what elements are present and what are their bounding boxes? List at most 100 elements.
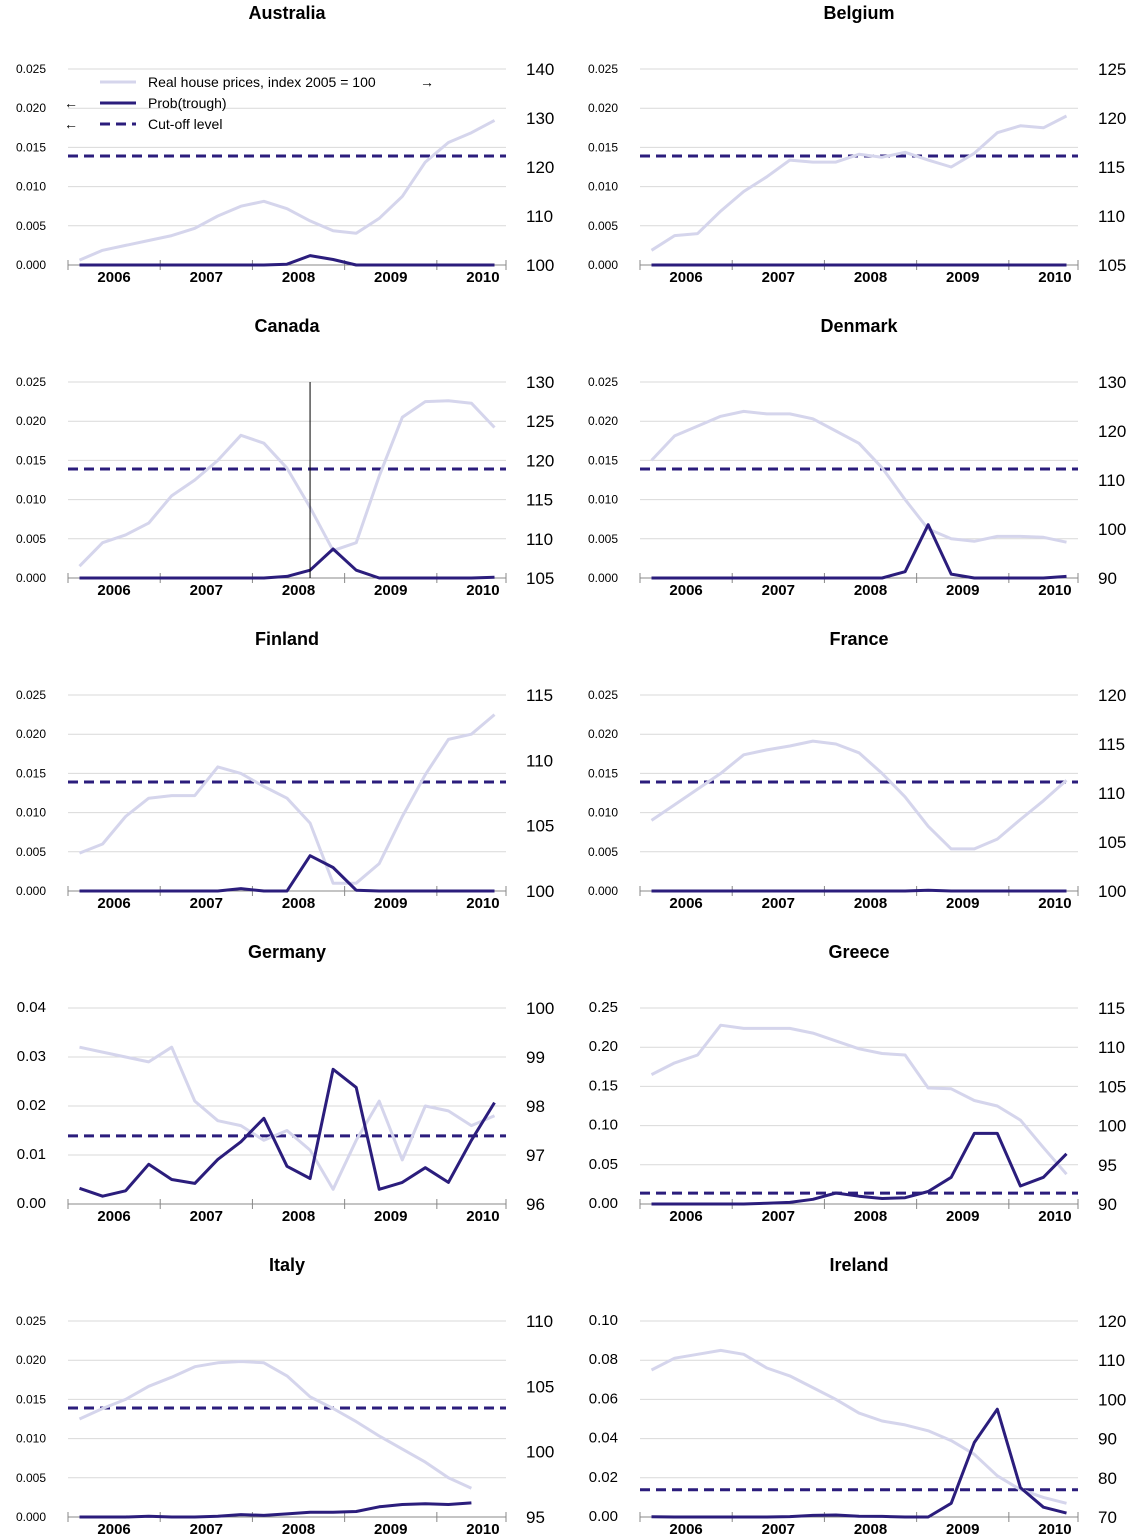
x-tick-label: 2010 [466, 895, 499, 912]
right-tick-label: 110 [1098, 1038, 1125, 1057]
x-tick-label: 2009 [374, 895, 407, 912]
right-tick-label: 115 [526, 686, 553, 705]
panel-ireland: Ireland 0.00 0.02 0.04 0.06 0.08 0.10 70 80 90 100… [589, 1255, 1127, 1535]
series-price-line [78, 713, 496, 885]
legend-arrow-prob: ← [64, 95, 78, 111]
series-price-line [650, 114, 1068, 252]
left-tick-label: 0.010 [588, 806, 618, 820]
left-tick-label: 0.10 [589, 1117, 618, 1134]
x-tick-label: 2007 [190, 582, 223, 599]
legend: Real house prices, index 2005 = 100 → ← … [64, 74, 434, 132]
right-tick-label: 105 [526, 569, 554, 588]
left-tick-label: 0.08 [589, 1351, 618, 1368]
legend-label-prob: Prob(trough) [148, 95, 227, 111]
x-tick-label: 2008 [282, 269, 315, 286]
left-tick-label: 0.005 [16, 219, 46, 233]
series-price-line [650, 739, 1068, 851]
right-tick-label: 100 [1098, 520, 1126, 539]
panel-title: Denmark [820, 316, 898, 336]
x-tick-label: 2007 [190, 1208, 223, 1225]
right-tick-label: 97 [526, 1146, 545, 1165]
x-tick-label: 2009 [946, 1521, 979, 1535]
right-tick-label: 105 [526, 817, 554, 836]
left-tick-label: 0.025 [588, 375, 618, 389]
right-tick-label: 120 [1098, 1312, 1126, 1331]
series-prob-line [79, 1067, 496, 1198]
x-tick-label: 2006 [669, 1521, 702, 1535]
left-tick-label: 0.02 [589, 1469, 618, 1486]
left-tick-label: 0.000 [588, 884, 618, 898]
right-tick-label: 115 [1098, 158, 1125, 177]
x-tick-label: 2009 [374, 582, 407, 599]
right-tick-label: 95 [526, 1508, 545, 1527]
right-tick-label: 120 [526, 451, 554, 470]
left-tick-label: 0.25 [589, 999, 618, 1016]
right-tick-label: 105 [1098, 256, 1126, 275]
right-tick-label: 110 [1098, 207, 1125, 226]
legend-label-price: Real house prices, index 2005 = 100 [148, 74, 376, 90]
x-tick-label: 2010 [1038, 582, 1071, 599]
x-tick-label: 2008 [282, 1208, 315, 1225]
series-prob-line [651, 1131, 1068, 1206]
left-tick-label: 0.005 [16, 1471, 46, 1485]
right-tick-label: 115 [1098, 735, 1125, 754]
x-tick-label: 2006 [97, 895, 130, 912]
series-price-line [650, 1023, 1068, 1176]
series-price-line [78, 119, 496, 262]
right-tick-label: 100 [526, 1443, 554, 1462]
right-tick-label: 100 [1098, 882, 1126, 901]
left-tick-label: 0.005 [588, 532, 618, 546]
legend-arrow-cutoff: ← [64, 116, 78, 132]
panel-title: Greece [828, 942, 889, 962]
left-tick-label: 0.20 [589, 1038, 618, 1055]
left-tick-label: 0.005 [588, 219, 618, 233]
left-tick-label: 0.015 [16, 140, 46, 154]
left-tick-label: 0.000 [588, 258, 618, 272]
left-tick-label: 0.000 [16, 571, 46, 585]
left-tick-label: 0.025 [16, 375, 46, 389]
right-tick-label: 100 [526, 999, 554, 1018]
series-prob-line [79, 547, 495, 580]
left-tick-label: 0.06 [589, 1390, 618, 1407]
right-tick-label: 105 [1098, 833, 1126, 852]
right-tick-label: 80 [1098, 1469, 1117, 1488]
right-tick-label: 110 [1098, 784, 1125, 803]
panel-finland: Finland 0.000 0.005 0.010 0.015 0.020 0.025 100… [16, 629, 554, 912]
panel-title: Italy [269, 1255, 305, 1275]
right-tick-label: 99 [526, 1048, 545, 1067]
left-tick-label: 0.000 [16, 1510, 46, 1524]
x-tick-label: 2008 [854, 269, 887, 286]
left-tick-label: 0.025 [16, 688, 46, 702]
series-prob-line [79, 254, 495, 267]
left-tick-label: 0.000 [16, 258, 46, 272]
panel-title: Ireland [829, 1255, 888, 1275]
panel-belgium: Belgium 0.000 0.005 0.010 0.015 0.020 0.025 105… [588, 3, 1126, 286]
x-tick-label: 2009 [946, 582, 979, 599]
left-tick-label: 0.025 [16, 62, 46, 76]
panel-canada: Canada 0.000 0.005 0.010 0.015 0.020 0.025 105 1… [16, 316, 554, 599]
right-tick-label: 105 [526, 1377, 554, 1396]
right-tick-label: 120 [526, 158, 554, 177]
x-tick-label: 2010 [466, 1521, 499, 1535]
right-tick-label: 110 [526, 530, 553, 549]
x-tick-label: 2009 [374, 1521, 407, 1535]
series-price-line [78, 1360, 473, 1490]
left-tick-label: 0.005 [588, 845, 618, 859]
panel-germany: Germany 0.00 0.01 0.02 0.03 0.04 96 97 98 99 100 20… [17, 942, 555, 1225]
left-tick-label: 0.020 [16, 101, 46, 115]
x-tick-label: 2009 [374, 1208, 407, 1225]
left-tick-label: 0.00 [17, 1195, 46, 1212]
x-tick-label: 2009 [946, 895, 979, 912]
left-tick-label: 0.010 [16, 493, 46, 507]
x-tick-label: 2008 [282, 582, 315, 599]
left-tick-label: 0.010 [16, 180, 46, 194]
left-tick-label: 0.05 [589, 1156, 618, 1173]
left-tick-label: 0.04 [17, 999, 46, 1016]
right-tick-label: 115 [1098, 999, 1125, 1018]
panel-title: Belgium [823, 3, 894, 23]
x-tick-label: 2007 [762, 269, 795, 286]
left-tick-label: 0.025 [588, 688, 618, 702]
right-tick-label: 95 [1098, 1156, 1117, 1175]
right-tick-label: 90 [1098, 1430, 1117, 1449]
